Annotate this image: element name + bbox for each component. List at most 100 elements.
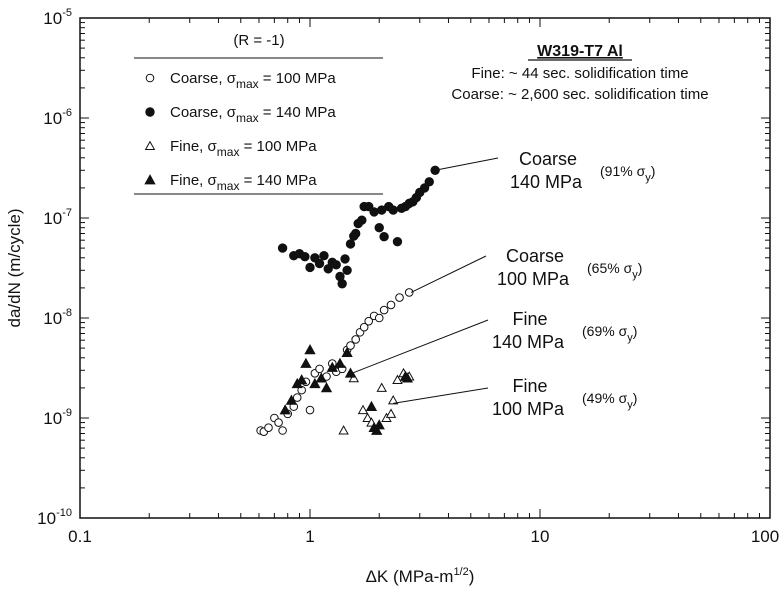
data-point — [285, 394, 298, 405]
data-point — [385, 408, 397, 418]
data-point — [392, 236, 403, 247]
x-axis-label: ΔK (MPa-m1/2) — [366, 566, 475, 586]
legend-entry: Fine, σmax = 140 MPa — [170, 172, 317, 193]
callout-line1: Coarse — [506, 246, 564, 266]
data-point — [404, 288, 414, 297]
data-point — [264, 423, 273, 432]
x-tick-label: 1 — [305, 527, 314, 546]
data-point — [357, 404, 369, 415]
data-point — [401, 372, 413, 383]
y-tick-label: 10-9 — [43, 407, 72, 428]
data-point — [304, 344, 316, 355]
data-points — [256, 165, 440, 436]
data-point — [365, 400, 378, 411]
callout-line2: 100 MPa — [492, 399, 565, 419]
data-point — [351, 335, 360, 344]
callout-yield-pct: (49% σy) — [582, 390, 637, 411]
callout-line2: 140 MPa — [492, 332, 565, 352]
legend-marker — [145, 73, 155, 83]
data-point — [357, 215, 367, 225]
callout-leader — [393, 387, 489, 404]
legend-marker — [145, 107, 155, 117]
data-point — [277, 243, 288, 253]
callout-leader — [410, 255, 487, 293]
data-point — [340, 254, 350, 264]
data-point — [337, 279, 347, 289]
callout-yield-pct: (69% σy) — [582, 323, 637, 344]
y-axis-label: da/dN (m/cycle) — [5, 208, 24, 327]
data-point — [348, 372, 360, 383]
data-point — [300, 357, 312, 368]
legend-marker — [144, 140, 156, 151]
data-point — [371, 424, 383, 435]
legend-marker — [144, 174, 156, 185]
data-point — [305, 262, 315, 273]
data-point — [374, 313, 384, 323]
legend-entry: Coarse, σmax = 140 MPa — [170, 104, 336, 125]
data-point — [342, 265, 352, 275]
x-tick-label: 0.1 — [68, 527, 92, 546]
x-tick-label: 10 — [531, 527, 550, 546]
y-tick-label: 10-6 — [43, 107, 72, 128]
axis-tick-labels: 0.1 1 10 100 10-10 10-9 10-8 10-7 10-6 10-5 — [37, 7, 779, 546]
data-point — [424, 177, 434, 187]
callout-leader — [435, 157, 499, 171]
data-point — [387, 394, 399, 405]
data-point — [331, 260, 341, 270]
data-point — [364, 316, 374, 326]
data-point — [292, 393, 302, 402]
callout-leader — [351, 319, 489, 374]
coarse-note: Coarse: ~ 2,600 sec. solidification time — [451, 86, 708, 103]
data-point — [419, 183, 430, 193]
data-point — [373, 419, 385, 430]
data-point — [346, 341, 355, 350]
callout-line2: 100 MPa — [497, 269, 570, 289]
data-point — [300, 252, 310, 262]
callout-line1: Coarse — [519, 149, 577, 169]
data-point — [388, 205, 398, 215]
legend-entry: Coarse, σmax = 100 MPa — [170, 70, 336, 91]
data-point — [379, 232, 389, 242]
data-point — [392, 374, 403, 384]
data-point — [314, 258, 325, 269]
legend-entry: Fine, σmax = 100 MPa — [170, 138, 317, 159]
material-title: W319-T7 Al — [537, 43, 623, 60]
series-callouts: Coarse 140 MPa (91% σy) Coarse 100 MPa (65% σ… — [351, 149, 655, 419]
fine-note: Fine: ~ 44 sec. solidification time — [471, 65, 688, 82]
data-point — [345, 239, 356, 249]
y-tick-label: 10-8 — [43, 307, 72, 328]
data-point — [341, 346, 353, 358]
y-tick-label: 10-10 — [37, 507, 72, 528]
data-point — [279, 404, 291, 415]
data-point — [376, 382, 387, 392]
y-tick-label: 10-7 — [43, 207, 72, 228]
data-point — [386, 300, 396, 310]
data-point — [350, 228, 361, 239]
data-point — [315, 364, 324, 374]
callout-line1: Fine — [512, 309, 547, 329]
x-tick-label: 100 — [751, 527, 779, 546]
data-point — [278, 426, 287, 435]
data-point — [274, 418, 283, 427]
y-tick-label: 10-5 — [43, 7, 72, 28]
callout-yield-pct: (91% σy) — [600, 163, 655, 184]
callout-yield-pct: (65% σy) — [587, 260, 642, 281]
axis-ticks — [80, 18, 770, 518]
callout-line1: Fine — [512, 376, 547, 396]
data-point — [395, 293, 404, 302]
data-point — [430, 165, 440, 175]
data-point — [305, 405, 315, 415]
data-point — [338, 425, 349, 435]
data-point — [315, 372, 327, 383]
data-point — [319, 250, 329, 261]
data-point — [379, 305, 389, 315]
data-point — [309, 377, 321, 389]
data-point — [334, 357, 346, 368]
callout-line2: 140 MPa — [510, 172, 583, 192]
data-point — [362, 412, 373, 423]
plot-frame — [79, 17, 771, 519]
legend-header: (R = -1) — [233, 32, 284, 49]
legend-items: Coarse, σmax = 100 MPa Coarse, σmax = 140… — [144, 70, 336, 193]
